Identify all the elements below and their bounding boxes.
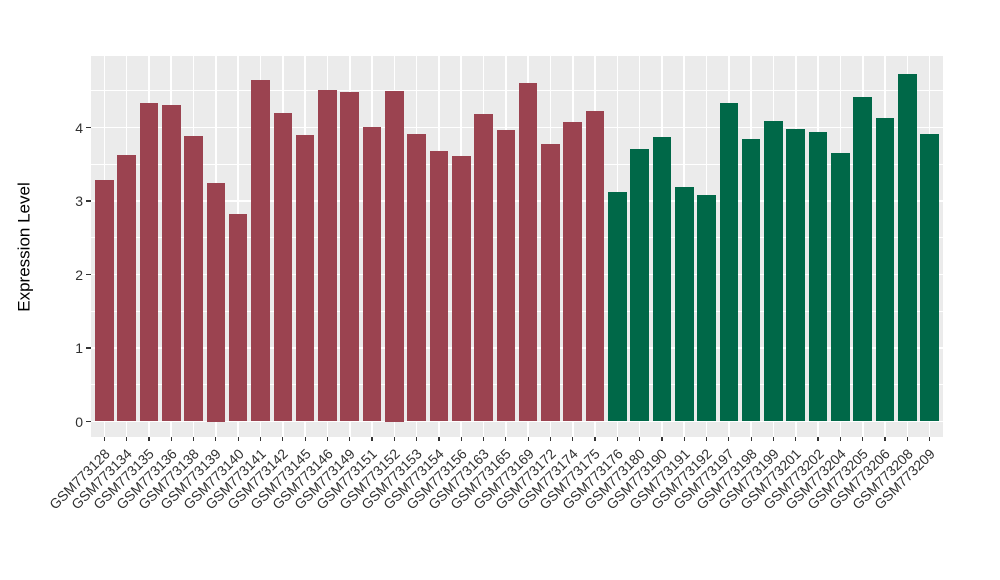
x-tick-mark — [616, 437, 618, 441]
gridline-major-y — [91, 126, 943, 129]
bar-GSM773169 — [518, 83, 538, 422]
y-tick-label: 4 — [75, 119, 83, 136]
bar-GSM773165 — [496, 129, 516, 422]
x-tick-mark — [817, 437, 819, 441]
bar-GSM773139 — [206, 182, 226, 422]
bar-GSM773201 — [786, 128, 806, 422]
bar-GSM773149 — [340, 92, 360, 422]
y-tick-label: 0 — [75, 413, 83, 430]
gridline-minor-y — [91, 90, 943, 92]
gridline-minor-y — [91, 384, 943, 386]
bar-GSM773192 — [697, 195, 716, 422]
bar-GSM773141 — [251, 80, 270, 422]
y-axis-title: Expression Level — [15, 181, 34, 312]
bar-GSM773136 — [161, 104, 181, 422]
bar-GSM773172 — [541, 143, 560, 422]
x-tick-mark — [103, 437, 105, 441]
x-tick-mark — [505, 437, 507, 441]
x-tick-mark — [884, 437, 886, 441]
x-tick-mark — [705, 437, 708, 441]
bar-GSM773138 — [184, 136, 203, 422]
x-tick-mark — [326, 437, 328, 441]
x-tick-mark — [862, 437, 864, 441]
bar-GSM773146 — [318, 90, 337, 422]
bar-GSM773204 — [831, 153, 850, 422]
y-tick-label: 1 — [75, 340, 83, 356]
y-tick-mark — [86, 273, 91, 276]
x-tick-mark — [594, 437, 596, 441]
bar-GSM773206 — [875, 117, 895, 422]
x-tick-mark — [661, 437, 663, 441]
bar-GSM773209 — [920, 134, 939, 422]
bar-GSM773135 — [139, 103, 159, 422]
x-tick-mark — [683, 437, 685, 441]
x-tick-mark — [772, 437, 775, 441]
x-tick-mark — [259, 437, 262, 441]
bar-GSM773175 — [585, 110, 605, 422]
x-tick-mark — [750, 437, 752, 441]
bar-GSM773145 — [295, 134, 315, 422]
bar-GSM773163 — [474, 114, 493, 422]
bar-GSM773191 — [674, 187, 694, 422]
y-axis-title-wrap: Expression Level — [10, 56, 40, 437]
bar-GSM773153 — [407, 134, 426, 422]
x-tick-mark — [416, 437, 418, 441]
bar-GSM773197 — [719, 102, 739, 422]
bar-GSM773208 — [898, 73, 917, 422]
x-tick-mark — [572, 437, 574, 441]
bar-GSM773140 — [228, 214, 248, 422]
x-tick-mark — [192, 437, 195, 441]
y-tick-label: 3 — [75, 193, 83, 209]
gridline-major-y — [91, 273, 943, 276]
bar-GSM773176 — [608, 192, 627, 422]
y-tick-mark — [86, 126, 91, 129]
bar-GSM773151 — [362, 126, 382, 422]
gridline-minor-y — [91, 310, 943, 312]
bar-GSM773190 — [652, 137, 672, 422]
bar-GSM773154 — [429, 151, 449, 422]
y-tick-mark — [86, 200, 91, 202]
gridline-minor-y — [91, 163, 943, 165]
bar-GSM773205 — [853, 97, 872, 422]
x-tick-mark — [393, 437, 395, 441]
bar-GSM773156 — [451, 156, 471, 422]
x-tick-mark — [170, 437, 172, 441]
bar-GSM773199 — [764, 120, 783, 422]
bar-GSM773202 — [808, 131, 828, 422]
y-tick-mark — [86, 347, 91, 349]
x-tick-mark — [839, 437, 841, 441]
x-tick-mark — [282, 437, 284, 441]
bar-GSM773180 — [630, 148, 649, 422]
x-tick-mark — [728, 437, 730, 441]
x-tick-mark — [126, 437, 128, 441]
x-tick-mark — [438, 437, 440, 441]
x-tick-mark — [371, 437, 373, 441]
y-tick-label: 2 — [75, 266, 83, 283]
x-tick-mark — [906, 437, 908, 441]
x-tick-mark — [527, 437, 529, 441]
bar-GSM773174 — [563, 121, 583, 422]
gridline-major-y — [91, 347, 943, 349]
bar-GSM773142 — [273, 112, 293, 422]
x-tick-mark — [237, 437, 239, 441]
bar-GSM773198 — [741, 139, 761, 422]
gridline-minor-y — [91, 237, 943, 239]
x-tick-mark — [349, 437, 351, 441]
bar-GSM773152 — [385, 90, 404, 422]
x-tick-mark — [795, 437, 797, 441]
x-tick-mark — [304, 437, 306, 441]
gridline-major-y — [91, 420, 943, 423]
bar-GSM773128 — [95, 180, 114, 422]
x-tick-mark — [215, 437, 217, 441]
x-tick-mark — [460, 437, 462, 441]
bar-GSM773134 — [117, 154, 136, 422]
gridline-major-y — [91, 200, 943, 202]
y-tick-mark — [86, 420, 91, 423]
x-tick-mark — [482, 437, 485, 441]
x-tick-mark — [639, 437, 641, 441]
x-tick-mark — [148, 437, 150, 441]
x-tick-mark — [929, 437, 931, 441]
x-tick-mark — [549, 437, 552, 441]
